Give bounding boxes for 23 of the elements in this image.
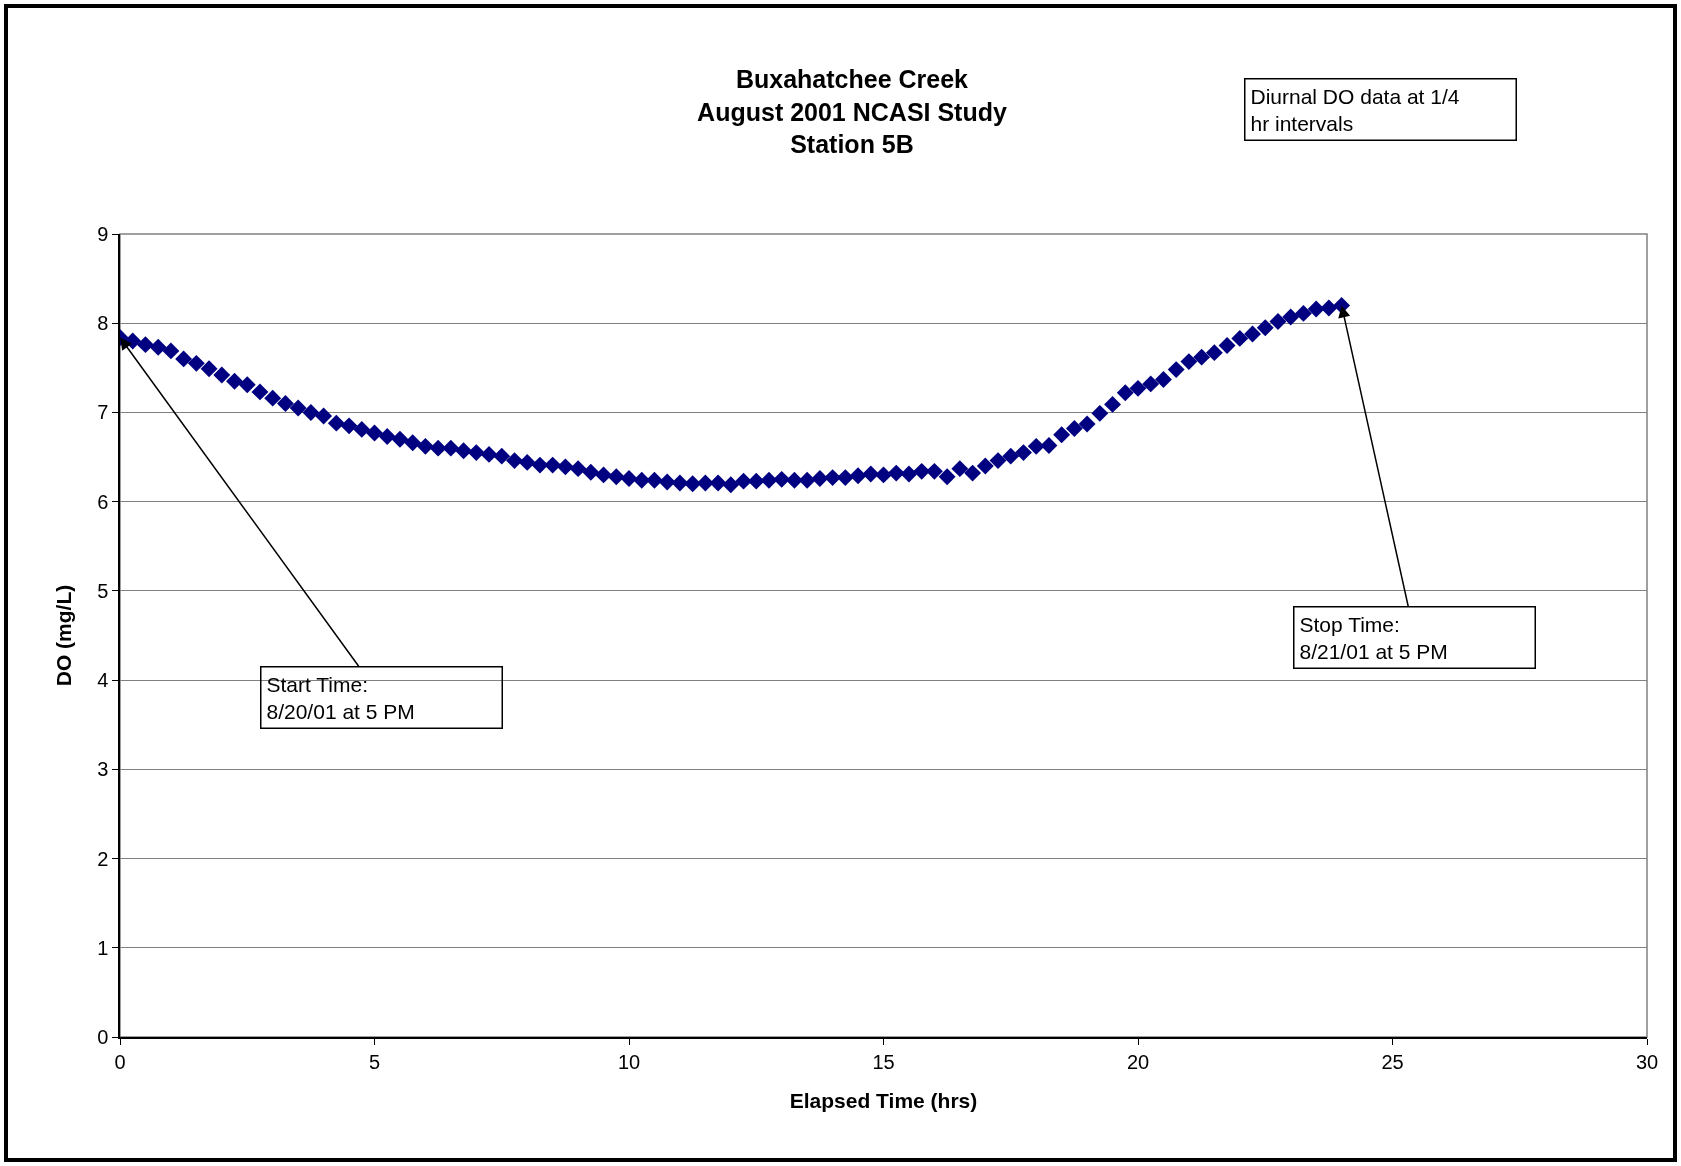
annotation: Stop Time: 8/21/01 at 5 PM [1299, 612, 1448, 663]
y-tick-label: 5 [97, 579, 109, 602]
x-tick-label: 10 [617, 1050, 641, 1073]
x-tick-label: 0 [114, 1050, 126, 1073]
text: Diurnal DO data at 1/4 hr intervals [1250, 84, 1460, 135]
x-tick-label: 5 [368, 1050, 381, 1073]
y-tick-label: 7 [97, 401, 109, 424]
y-tick-label: 2 [97, 847, 109, 870]
x-tick-label: 20 [1126, 1050, 1150, 1073]
y-tick-label: 6 [97, 490, 109, 513]
y-tick-label: 9 [97, 223, 109, 245]
y-tick-label: 3 [97, 758, 109, 781]
annotation: Start Time: 8/20/01 at 5 PM [266, 672, 415, 723]
x-tick-label: 30 [1635, 1050, 1659, 1073]
chart-title: Buxahatchee Creek August 2001 NCASI Study Station 5B [697, 65, 1007, 158]
x-tick-label: 25 [1381, 1050, 1404, 1073]
x-axis-title: Elapsed Time (hrs) [789, 1089, 978, 1113]
y-tick-label: 1 [97, 936, 109, 959]
x-tick-label: 15 [872, 1050, 895, 1073]
y-tick-label: 8 [97, 312, 109, 335]
y-tick-label: 0 [97, 1026, 109, 1048]
y-axis-title: DO (mg/L) [51, 584, 75, 687]
y-tick-label: 4 [97, 669, 109, 692]
